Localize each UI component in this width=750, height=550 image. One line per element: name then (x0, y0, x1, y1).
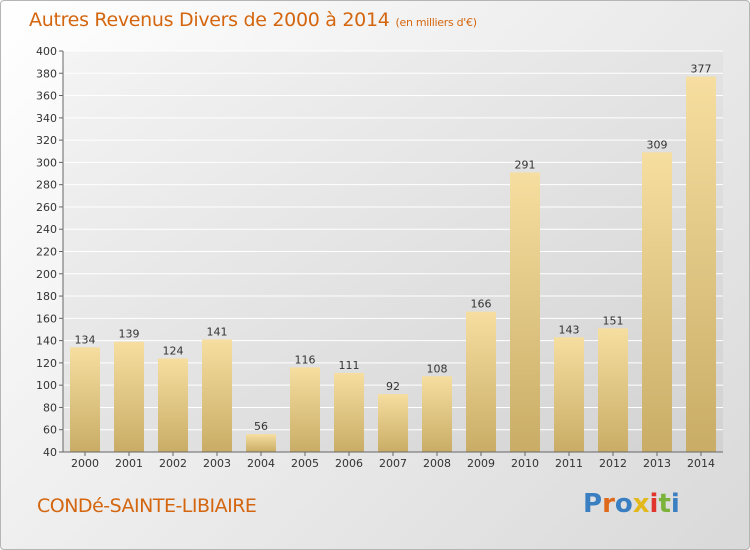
y-tick-label: 180 (36, 290, 57, 303)
y-tick-label: 300 (36, 156, 57, 169)
bar-2011 (554, 337, 584, 452)
x-tick-label: 2005 (291, 457, 319, 470)
y-tick-label: 220 (36, 246, 57, 259)
logo-letter: t (658, 489, 671, 519)
x-tick-label: 2011 (555, 457, 583, 470)
bar-2008 (422, 376, 452, 452)
x-tick-label: 2008 (423, 457, 451, 470)
data-label: 108 (427, 362, 448, 375)
data-label: 291 (515, 158, 536, 171)
proxiti-logo: Proxiti (583, 489, 680, 519)
y-tick-label: 80 (43, 401, 57, 414)
logo-letter: o (614, 489, 633, 519)
y-tick-label: 360 (36, 90, 57, 103)
data-label: 134 (75, 333, 96, 346)
x-tick-label: 2007 (379, 457, 407, 470)
bar-2007 (378, 394, 408, 452)
unit-label: (en milliers d'€) (395, 16, 477, 29)
bar-2001 (114, 341, 144, 452)
data-label: 377 (691, 63, 712, 76)
x-tick-label: 2014 (687, 457, 715, 470)
logo-letter: P (583, 489, 603, 519)
axes: 40 60 80 100 120 140 160 180 200 220 240 260 280 300 3… (36, 45, 723, 470)
x-tick-label: 2012 (599, 457, 627, 470)
y-tick-label: 160 (36, 312, 57, 325)
bar-2006 (334, 372, 364, 452)
data-label: 139 (119, 328, 140, 341)
data-label: 166 (471, 298, 492, 311)
y-tick-label: 200 (36, 268, 57, 281)
y-tick-label: 380 (36, 67, 57, 80)
x-tick-label: 2000 (71, 457, 99, 470)
x-tick-label: 2009 (467, 457, 495, 470)
logo-letter: x (632, 489, 650, 519)
y-tick-label: 100 (36, 379, 57, 392)
bar-2000 (70, 347, 100, 452)
data-label: 56 (254, 420, 268, 433)
y-tick-label: 340 (36, 112, 57, 125)
chart-title: Autres Revenus Divers de 2000 à 2014 (en … (29, 9, 477, 31)
y-tick-label: 40 (43, 446, 57, 459)
x-tick-label: 2010 (511, 457, 539, 470)
logo-letter: i (670, 489, 680, 519)
y-tick-label: 280 (36, 179, 57, 192)
x-tick-label: 2003 (203, 457, 231, 470)
data-label: 116 (295, 353, 316, 366)
y-tick-label: 240 (36, 223, 57, 236)
data-label: 92 (386, 380, 400, 393)
logo-letter: i (649, 489, 659, 519)
data-label: 111 (339, 359, 360, 372)
y-tick-label: 60 (43, 424, 57, 437)
bar-2002 (158, 358, 188, 452)
bar-2004 (246, 434, 276, 452)
y-tick-label: 400 (36, 45, 57, 58)
x-tick-label: 2002 (159, 457, 187, 470)
bar-2012 (598, 328, 628, 452)
data-label: 309 (647, 138, 668, 151)
data-label: 143 (559, 323, 580, 336)
y-tick-label: 120 (36, 357, 57, 370)
data-label: 124 (163, 344, 184, 357)
bars: 134 139 124 141 56 116 111 92 108 166 291 143 151 309… (70, 63, 716, 453)
city-name: CONDé-SAINTE-LIBIAIRE (37, 495, 257, 517)
bar-2003 (202, 339, 232, 452)
title-text: Autres Revenus Divers de 2000 à 2014 (29, 9, 390, 31)
data-label: 151 (603, 314, 624, 327)
data-label: 141 (207, 325, 228, 338)
x-tick-label: 2004 (247, 457, 275, 470)
bar-2014 (686, 76, 716, 452)
x-tick-label: 2013 (643, 457, 671, 470)
bar-2005 (290, 367, 320, 452)
bar-2010 (510, 172, 540, 453)
logo-letter: r (602, 489, 615, 519)
bar-2013 (642, 152, 672, 452)
y-tick-label: 260 (36, 201, 57, 214)
x-tick-label: 2001 (115, 457, 143, 470)
x-tick-label: 2006 (335, 457, 363, 470)
bar-2009 (466, 311, 496, 452)
y-tick-label: 320 (36, 134, 57, 147)
y-tick-label: 140 (36, 335, 57, 348)
